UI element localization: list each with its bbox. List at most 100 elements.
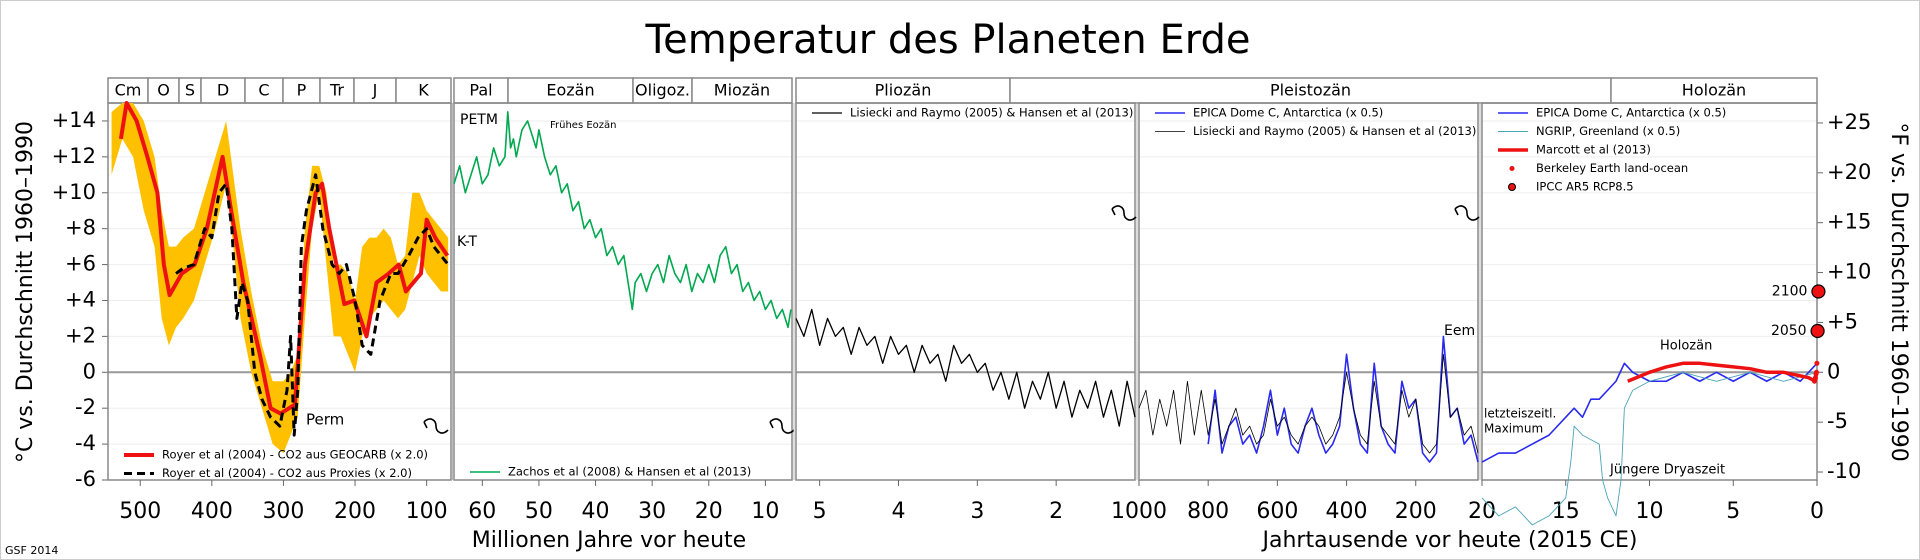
annotation: Eem <box>1444 323 1475 339</box>
series-line <box>118 101 450 416</box>
y-tick-label: -6 <box>75 467 96 491</box>
y-tick-label: -2 <box>75 395 96 419</box>
legend-label: EPICA Dome C, Antarctica (x 0.5) <box>1536 106 1726 120</box>
x-tick-label: 10 <box>1636 499 1664 524</box>
point-label: 2100 <box>1772 284 1808 300</box>
legend-swatch <box>1508 183 1516 191</box>
y-tick-label: +2 <box>65 323 96 347</box>
x-tick-label: 2 <box>1049 499 1063 524</box>
y2-tick-label: 0 <box>1827 359 1840 383</box>
period-label: J <box>372 81 378 100</box>
annotation: Jüngere Dryaszeit <box>1609 463 1725 478</box>
period-label: Oligoz. <box>635 81 690 100</box>
x-tick-label: 60 <box>468 499 496 524</box>
period-label: O <box>157 81 170 100</box>
period-cell <box>244 77 284 104</box>
period-label: Pleistozän <box>1270 81 1351 100</box>
series-line <box>1481 362 1818 463</box>
legend-label: Lisiecki and Raymo (2005) & Hansen et al… <box>1193 124 1476 138</box>
x-tick-label: 0 <box>1810 499 1824 524</box>
period-label: P <box>297 81 307 100</box>
x-tick-label: 4 <box>891 499 905 524</box>
period-label: Miozän <box>714 81 770 100</box>
x-tick-label: 30 <box>638 499 666 524</box>
legend-label: Lisiecki and Raymo (2005) & Hansen et al… <box>850 106 1133 120</box>
period-cell <box>107 77 149 104</box>
y-tick-label: +6 <box>65 252 96 276</box>
x-tick-label: 5 <box>1726 499 1740 524</box>
y2-tick-label: -10 <box>1827 459 1861 483</box>
x-tick-label: 800 <box>1187 499 1229 524</box>
x-tick-label: 200 <box>334 499 376 524</box>
axis-break <box>1454 205 1480 221</box>
axis-break <box>769 418 795 434</box>
period-label: D <box>217 81 229 100</box>
series-line <box>795 308 1136 427</box>
legend-label: EPICA Dome C, Antarctica (x 0.5) <box>1193 106 1383 120</box>
y2-tick-label: +25 <box>1827 110 1871 134</box>
y-tick-label: +10 <box>52 180 96 204</box>
legend-swatch <box>1509 166 1515 171</box>
panel-frame <box>795 102 1136 481</box>
x-tick-label: 20 <box>695 499 723 524</box>
y2-tick-label: +5 <box>1827 309 1858 333</box>
axis-break <box>423 418 449 434</box>
annotation: Holozän <box>1660 339 1712 354</box>
legend-label: Royer et al (2004) - CO2 aus GEOCARB (x … <box>162 448 428 462</box>
legend-label: Zachos et al (2008) & Hansen et al (2013… <box>508 465 751 479</box>
period-cell <box>147 77 180 104</box>
credit: GSF 2014 <box>5 544 58 557</box>
x-tick-label: 5 <box>813 499 827 524</box>
x-axis-title: Jahrtausende vor heute (2015 CE) <box>1261 528 1638 553</box>
data-point <box>1813 369 1819 375</box>
x-tick-label: 400 <box>1326 499 1368 524</box>
panel-frame <box>453 102 793 481</box>
y2-tick-label: +10 <box>1827 260 1871 284</box>
series-line <box>1481 371 1818 526</box>
x-tick-label: 20 <box>1468 499 1496 524</box>
x-tick-label: 50 <box>525 499 553 524</box>
annotation: Perm <box>306 411 344 429</box>
period-label: K <box>418 81 429 100</box>
period-label: C <box>258 81 269 100</box>
period-label: Eozän <box>546 81 594 100</box>
x-tick-label: 300 <box>262 499 304 524</box>
legend-label: IPCC AR5 RCP8.5 <box>1536 180 1634 194</box>
series-line <box>175 173 450 437</box>
projection-point <box>1811 284 1826 299</box>
y-tick-label: -4 <box>75 431 96 455</box>
period-label: S <box>185 81 195 100</box>
period-label: Pliozän <box>875 81 932 100</box>
x-tick-label: 10 <box>751 499 779 524</box>
legend-label: Marcott et al (2013) <box>1536 143 1651 157</box>
y2-tick-label: +15 <box>1827 210 1871 234</box>
y2-tick-label: +20 <box>1827 160 1871 184</box>
panel-frame <box>107 102 452 481</box>
x-tick-label: 100 <box>406 499 448 524</box>
x-tick-label: 15 <box>1552 499 1580 524</box>
annotation: K-T <box>457 234 477 250</box>
point-label: 2050 <box>1771 323 1807 339</box>
y-tick-label: +14 <box>52 108 96 132</box>
y-tick-label: 0 <box>83 359 96 383</box>
panel-frame <box>1138 102 1479 481</box>
y2-axis-title: °F vs. Durchschnitt 1960–1990 <box>1886 122 1911 461</box>
x-tick-label: 40 <box>582 499 610 524</box>
annotation: Maximum <box>1484 422 1543 436</box>
period-label: Tr <box>329 81 344 100</box>
legend-label: Berkeley Earth land-ocean <box>1536 161 1688 175</box>
series-line <box>453 111 792 329</box>
projection-point <box>1810 323 1825 339</box>
period-cell <box>507 77 634 104</box>
series-line <box>1627 361 1817 383</box>
legend-label: NGRIP, Greenland (x 0.5) <box>1536 124 1680 138</box>
annotation: PETM <box>460 112 498 128</box>
legend-label: Royer et al (2004) - CO2 aus Proxies (x … <box>162 466 412 480</box>
x-tick-label: 1000 <box>1111 499 1167 524</box>
axis-break <box>1111 205 1137 221</box>
x-tick-label: 500 <box>119 499 161 524</box>
series-line <box>1207 335 1479 463</box>
y-tick-label: +8 <box>65 216 96 240</box>
